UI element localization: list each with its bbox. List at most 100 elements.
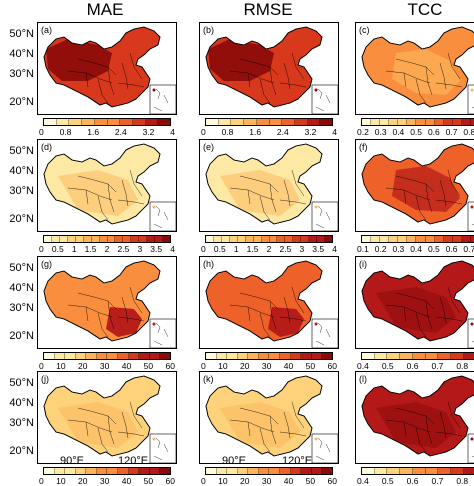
colorbar-tick-label: 0.8 [456,476,469,486]
colorbar-tick-label: 1 [233,244,239,254]
colorbar-tick-label: 0.5 [213,244,226,254]
map-panel: (l) [355,371,474,464]
panel-label: (h) [203,259,214,269]
colorbar-tick-label: 2.4 [114,127,127,137]
china-map-svg [361,260,474,348]
colorbar-tick-label: 30 [261,361,272,371]
lat-label: 20°N [9,96,34,108]
colorbar-tick-label: 1 [71,244,77,254]
south-china-sea-inset [467,201,474,231]
colorbar-tick-label: 0.6 [406,476,419,486]
colorbar [205,118,333,126]
colorbar-tick-label: 0.3 [374,127,387,137]
lat-label: 40°N [9,282,34,294]
map-panel: (a) [37,22,177,115]
column-title-rmse: RMSE [243,0,293,19]
colorbar-tick-label: 20 [78,476,88,486]
colorbar-tick-label: 0.7 [445,127,458,137]
colorbar-tick-label: 20 [240,361,250,371]
lat-label: 20°N [9,445,34,457]
south-china-sea-inset [467,84,474,114]
colorbar-tick-label: 0 [201,244,206,254]
colorbar-tick-label: 2.5 [117,244,130,254]
colorbar-ticks: 0 0.8 1.6 2.4 3.2 4 [201,127,337,137]
colorbar-tick-label: 50 [305,476,316,486]
colorbar-tick-label: 60 [327,476,337,486]
colorbar-ticks: 0.20.30.40.50.60.70.80.9 [357,127,474,137]
china-map-svg [205,375,338,463]
panel-label: (d) [41,142,52,152]
panel-label: (j) [41,374,49,384]
china-map-svg [43,375,176,463]
china-map-svg [43,260,176,348]
colorbar-tick-label: 30 [99,361,110,371]
colorbar-tick-label: 50 [143,476,154,486]
map-panel: (d) [37,139,177,232]
lon-label-120e-col2: 120°E [282,455,313,467]
colorbar-tick-label: 10 [56,476,66,486]
colorbar-tick-label: 50 [305,361,316,371]
colorbar-tick-label: 2 [104,244,110,254]
colorbar-tick-label: 0.5 [381,361,394,371]
colorbar-tick-label: 0.7 [463,244,474,254]
colorbar-tick-label: 0.5 [381,476,394,486]
lat-label: 50°N [9,28,34,40]
colorbar-tick-label: 0.4 [357,361,369,371]
colorbar-ticks: 0 0.8 1.6 2.4 3.2 4 [39,127,175,137]
colorbar-tick-label: 3 [299,244,305,254]
lat-label: 30°N [9,302,34,314]
china-map-svg [361,26,474,114]
colorbar [361,118,474,126]
colorbar-ticks: 0 10 20 30 40 50 60 [201,476,337,486]
colorbar-tick-label: 30 [261,476,272,486]
colorbar-tick-label: 0.8 [456,361,469,371]
colorbar-tick-label: 3.5 [312,244,325,254]
colorbar-tick-label: 0 [39,361,44,371]
map-panel: (f) [355,139,474,232]
south-china-sea-inset [467,318,474,348]
colorbar-tick-label: 30 [99,476,110,486]
colorbar-tick-label: 10 [56,361,66,371]
lat-label: 20°N [9,213,34,225]
lat-label: 40°N [9,48,34,60]
panel-label: (l) [359,374,367,384]
colorbar-ticks: 0 10 20 30 40 50 60 [39,361,175,371]
south-china-sea-inset [467,433,474,463]
colorbar-tick-label: 4 [332,127,337,137]
colorbar-tick-label: 0.8 [221,127,234,137]
colorbar-tick-label: 4 [332,244,337,254]
lat-label: 20°N [9,330,34,342]
colorbar-tick-label: 4 [170,127,175,137]
lat-label: 30°N [9,417,34,429]
china-map-svg [205,26,338,114]
colorbar-ticks: 0.10.20.30.40.50.60.70.8 [357,244,474,254]
panel-label: (b) [203,25,214,35]
panel-label: (k) [203,374,214,384]
colorbar-tick-label: 1.6 [249,127,262,137]
colorbar-tick-label: 0.2 [357,127,369,137]
china-map-svg [361,375,474,463]
lat-label: 30°N [9,185,34,197]
colorbar [205,352,333,360]
colorbar-tick-label: 0.7 [431,361,444,371]
panel-label: (f) [359,142,368,152]
lat-label: 40°N [9,397,34,409]
colorbar-tick-label: 3.2 [304,127,317,137]
colorbar-tick-label: 2.5 [279,244,292,254]
map-panel: (j) [37,371,177,464]
colorbar-tick-label: 0 [39,476,44,486]
colorbar-tick-label: 0 [39,244,44,254]
colorbar [361,352,474,360]
colorbar-tick-label: 40 [121,361,132,371]
colorbar-tick-label: 1.5 [246,244,259,254]
colorbar-tick-label: 4 [170,244,175,254]
colorbar-tick-label: 0.5 [51,244,64,254]
column-title-mae: MAE [86,0,124,19]
china-map-svg [205,260,338,348]
colorbar-ticks: 0.40.50.60.70.80.9 [357,476,474,486]
colorbar-tick-label: 0.8 [463,127,474,137]
colorbar-tick-label: 10 [218,476,228,486]
colorbar-tick-label: 1.6 [87,127,100,137]
map-panel: (k) [199,371,339,464]
colorbar-ticks: 0 0.5 1 1.5 2 2.5 3 3.5 4 [201,244,337,254]
